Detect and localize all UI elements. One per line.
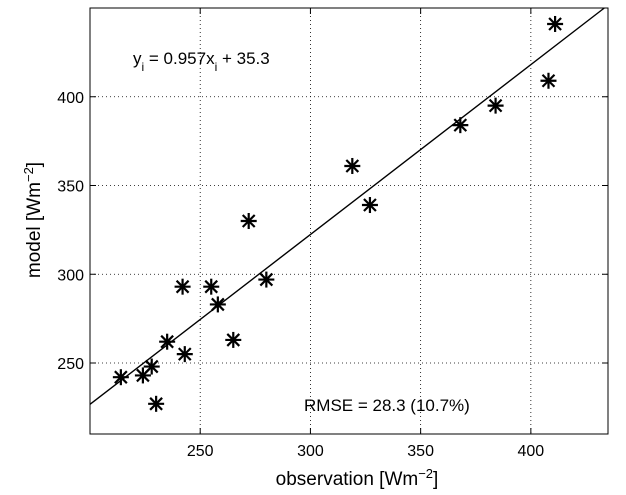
y-axis-label: model [Wm−2] <box>21 162 46 278</box>
data-point <box>344 157 361 174</box>
data-point <box>174 278 191 295</box>
data-point <box>148 395 165 412</box>
x-tick-label: 350 <box>407 443 434 460</box>
regression-line <box>89 7 605 405</box>
x-tick-label: 400 <box>517 443 544 460</box>
y-tick-label: 350 <box>57 179 84 196</box>
y-tick-label: 400 <box>57 90 84 107</box>
data-point <box>176 346 193 363</box>
data-point <box>203 278 220 295</box>
data-point <box>112 369 129 386</box>
y-tick-label: 300 <box>57 267 84 284</box>
data-point <box>209 296 226 313</box>
rmse-label: RMSE = 28.3 (10.7%) <box>304 396 470 415</box>
data-points <box>112 15 564 412</box>
data-point <box>143 358 160 375</box>
data-point <box>361 197 378 214</box>
y-tick-label: 250 <box>57 356 84 373</box>
x-tick-label: 300 <box>297 443 324 460</box>
data-point <box>225 331 242 348</box>
data-point <box>240 213 257 229</box>
plot-frame <box>89 7 609 435</box>
data-point <box>487 97 504 114</box>
data-point <box>258 271 275 288</box>
x-axis-label: observation [Wm−2] <box>276 466 439 491</box>
data-point <box>547 15 564 32</box>
x-tick-label: 250 <box>187 443 214 460</box>
data-point <box>452 117 469 134</box>
fit-equation: yi = 0.957xi + 35.3 <box>133 49 270 74</box>
grid-lines <box>90 8 608 434</box>
axis-ticks: 250 300 350 400 250 300 350 400 <box>57 8 608 460</box>
data-point <box>159 333 176 350</box>
data-point <box>540 72 557 89</box>
